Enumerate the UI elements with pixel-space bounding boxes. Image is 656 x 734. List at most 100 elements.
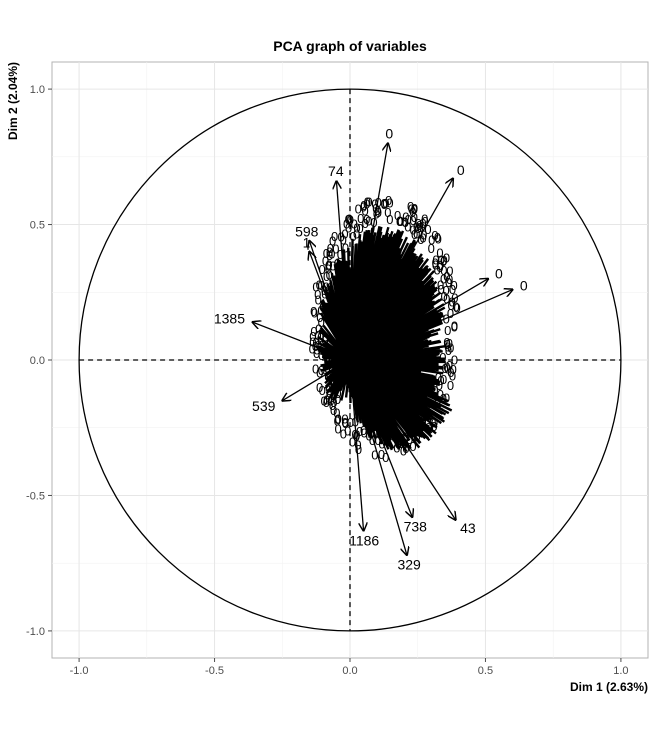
overlap-zero-glyph: 0 bbox=[323, 393, 330, 408]
overlap-zero-glyph: 0 bbox=[446, 272, 453, 287]
overlap-zero-glyph: 0 bbox=[323, 269, 330, 284]
overlap-zero-glyph: 0 bbox=[424, 222, 431, 237]
overlap-zero-glyph: 0 bbox=[328, 377, 335, 392]
overlap-zero-glyph: 0 bbox=[436, 260, 443, 275]
overlap-zero-glyph: 0 bbox=[443, 250, 450, 265]
overlap-zero-glyph: 0 bbox=[309, 334, 316, 349]
overlap-zero-glyph: 0 bbox=[405, 212, 412, 227]
overlap-zero-glyph: 0 bbox=[371, 447, 378, 462]
overlap-zero-glyph: 0 bbox=[431, 228, 438, 243]
overlap-zero-glyph: 0 bbox=[327, 393, 334, 408]
overlap-zero-glyph: 0 bbox=[315, 292, 322, 307]
overlap-zero-glyph: 0 bbox=[313, 342, 320, 357]
overlap-zero-glyph: 0 bbox=[351, 217, 358, 232]
overlap-zero-glyph: 0 bbox=[440, 263, 447, 278]
overlap-zero-glyph: 0 bbox=[365, 429, 372, 444]
overlap-zero-glyph: 0 bbox=[425, 420, 432, 435]
overlap-zero-glyph: 0 bbox=[371, 197, 378, 212]
overlap-zero-glyph: 0 bbox=[318, 348, 325, 363]
overlap-zero-glyph: 0 bbox=[406, 432, 413, 447]
overlap-zero-glyph: 0 bbox=[322, 253, 329, 268]
variable-label: 1186 bbox=[349, 533, 379, 549]
overlap-zero-glyph: 0 bbox=[361, 426, 368, 441]
overlap-zero-glyph: 0 bbox=[329, 234, 336, 249]
overlap-zero-glyph: 0 bbox=[329, 259, 336, 274]
overlap-zero-glyph: 0 bbox=[443, 391, 450, 406]
overlap-zero-glyph: 0 bbox=[444, 323, 451, 338]
overlap-zero-glyph: 0 bbox=[332, 381, 339, 396]
overlap-zero-glyph: 0 bbox=[428, 233, 435, 248]
variable-arrow bbox=[336, 181, 351, 361]
overlap-zero-glyph: 0 bbox=[419, 414, 426, 429]
overlap-zero-glyph: 0 bbox=[419, 415, 426, 430]
overlap-zero-glyph: 0 bbox=[313, 335, 320, 350]
overlap-zero-glyph: 0 bbox=[325, 381, 332, 396]
overlap-zero-glyph: 0 bbox=[407, 420, 414, 435]
overlap-zero-glyph: 0 bbox=[314, 287, 321, 302]
overlap-zero-glyph: 0 bbox=[369, 433, 376, 448]
overlap-zero-glyph: 0 bbox=[401, 429, 408, 444]
x-tick-label: 0.5 bbox=[478, 665, 493, 677]
y-tick-label: 0.0 bbox=[30, 355, 45, 367]
y-tick-label: -1.0 bbox=[26, 626, 45, 638]
overlap-zero-glyph: 0 bbox=[327, 241, 334, 256]
variable-arrow bbox=[349, 359, 456, 520]
overlap-zero-glyph: 0 bbox=[343, 216, 350, 231]
overlap-zero-glyph: 0 bbox=[446, 263, 453, 278]
overlap-zero-glyph: 0 bbox=[332, 242, 339, 257]
overlap-zero-glyph: 0 bbox=[319, 383, 326, 398]
overlap-zero-glyph: 0 bbox=[340, 427, 347, 442]
overlap-zero-glyph: 0 bbox=[445, 275, 452, 290]
overlap-zero-glyph: 0 bbox=[334, 412, 341, 427]
overlap-zero-glyph: 0 bbox=[396, 214, 403, 229]
overlap-zero-glyph: 0 bbox=[421, 214, 428, 229]
overlap-zero-glyph: 0 bbox=[411, 201, 418, 216]
overlap-zero-glyph: 0 bbox=[322, 299, 329, 314]
variable-arrow bbox=[282, 359, 351, 401]
overlap-zero-glyph: 0 bbox=[382, 196, 389, 211]
overlap-zero-glyph: 0 bbox=[402, 210, 409, 225]
overlap-zero-glyph: 0 bbox=[394, 208, 401, 223]
overlap-zero-glyph: 0 bbox=[321, 393, 328, 408]
overlap-zero-glyph: 0 bbox=[316, 365, 323, 380]
overlap-zero-glyph: 0 bbox=[445, 343, 452, 358]
variable-label: 0 bbox=[520, 278, 528, 294]
overlap-zero-glyph: 0 bbox=[316, 380, 323, 395]
overlap-zero-glyph: 0 bbox=[353, 427, 360, 442]
overlap-zero-glyph: 0 bbox=[416, 218, 423, 233]
overlap-zero-glyph: 0 bbox=[328, 246, 335, 261]
overlap-zero-glyph: 0 bbox=[423, 409, 430, 424]
variable-label: 329 bbox=[397, 557, 421, 573]
overlap-zero-glyph: 0 bbox=[354, 438, 361, 453]
x-tick-label: -1.0 bbox=[70, 665, 89, 677]
x-tick-label: 0.0 bbox=[342, 665, 357, 677]
overlap-zero-glyph: 0 bbox=[375, 205, 382, 220]
x-tick-label: 1.0 bbox=[613, 665, 628, 677]
overlap-zero-glyph: 0 bbox=[437, 258, 444, 273]
variable-label: 0 bbox=[457, 162, 465, 178]
overlap-zero-glyph: 0 bbox=[411, 202, 418, 217]
variable-label: 1385 bbox=[214, 310, 245, 326]
overlap-zero-glyph: 0 bbox=[342, 241, 349, 256]
overlap-zero-glyph: 0 bbox=[391, 429, 398, 444]
overlap-zero-glyph: 0 bbox=[331, 229, 338, 244]
overlap-zero-glyph: 0 bbox=[440, 271, 447, 286]
overlap-zero-glyph: 0 bbox=[403, 430, 410, 445]
variable-arrow bbox=[349, 359, 412, 517]
variable-arrow bbox=[349, 290, 513, 361]
variable-label: 43 bbox=[460, 520, 476, 536]
overlap-zero-glyph: 0 bbox=[409, 439, 416, 454]
overlap-zero-glyph: 0 bbox=[362, 216, 369, 231]
overlap-zero-glyph: 0 bbox=[429, 415, 436, 430]
overlap-zero-glyph: 0 bbox=[326, 248, 333, 263]
overlap-zero-glyph: 0 bbox=[364, 194, 371, 209]
variable-arrow bbox=[252, 322, 351, 361]
overlap-zero-glyph: 0 bbox=[326, 267, 333, 282]
overlap-zero-glyph: 0 bbox=[317, 278, 324, 293]
overlap-zero-glyph: 0 bbox=[365, 195, 372, 210]
overlap-zero-glyph: 0 bbox=[324, 350, 331, 365]
overlap-zero-glyph: 0 bbox=[452, 300, 459, 315]
overlap-zero-glyph: 0 bbox=[334, 421, 341, 436]
overlap-zero-glyph: 0 bbox=[435, 232, 442, 247]
